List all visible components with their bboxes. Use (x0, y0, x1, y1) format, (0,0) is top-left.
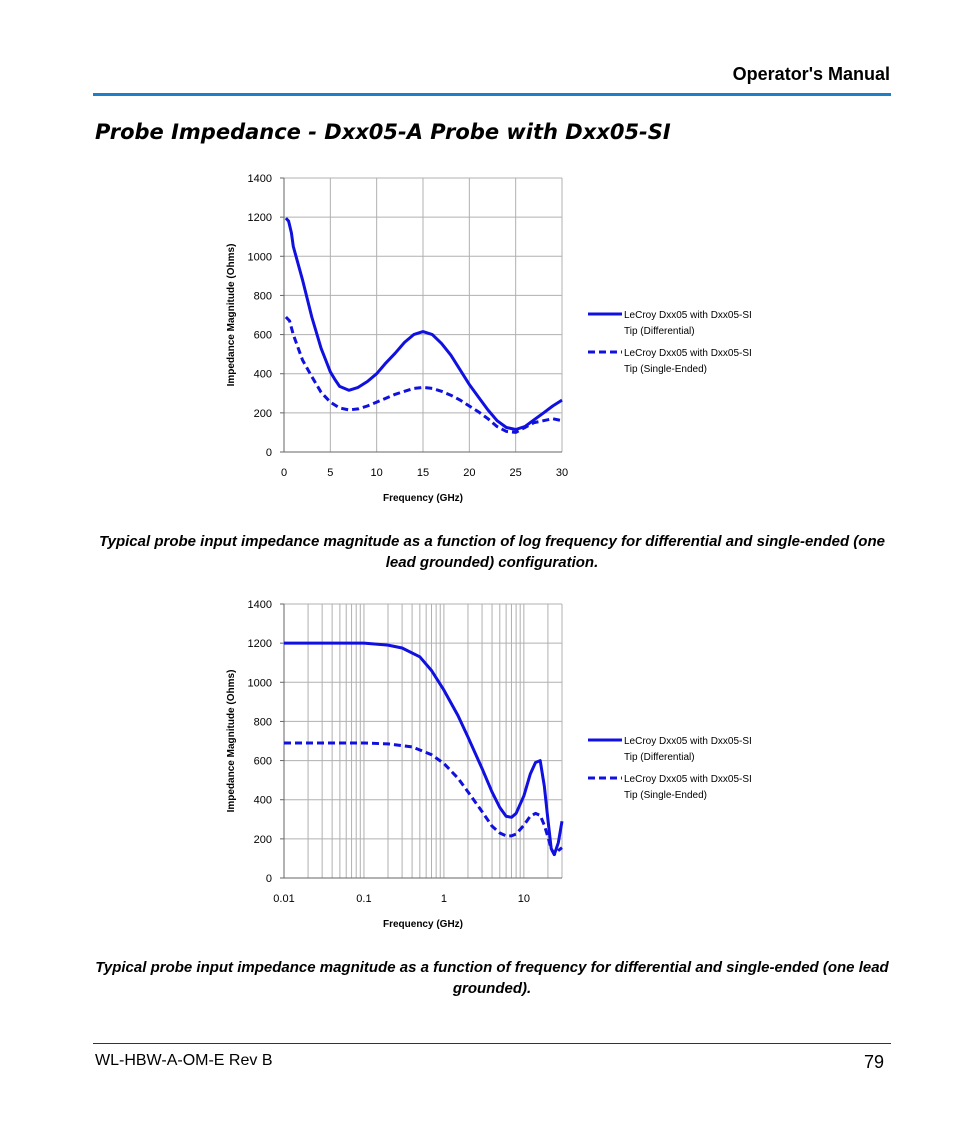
legend-label-line2: Tip (Single-Ended) (624, 364, 707, 375)
y-tick-label: 1400 (248, 599, 272, 611)
footer-doc-id: WL-HBW-A-OM-E Rev B (95, 1052, 273, 1069)
y-axis-label: Impedance Magnitude (Ohms) (226, 670, 237, 813)
x-axis-label: Frequency (GHz) (383, 919, 463, 930)
series-single-ended-line (284, 315, 563, 434)
y-tick-label: 800 (254, 290, 272, 302)
y-tick-label: 600 (254, 756, 272, 768)
chart-linear: 0 200 400 600 800 1000 1200 1400 0 5 10 15 20 25 30 Fre… (220, 168, 780, 508)
legend-label: LeCroy Dxx05 with Dxx05-SI (624, 310, 752, 321)
x-tick-label: 0.01 (273, 893, 294, 905)
y-tick-label: 1000 (248, 251, 272, 263)
y-axis-label: Impedance Magnitude (Ohms) (226, 244, 237, 387)
x-tick-label: 1 (441, 893, 447, 905)
x-tick-label: 0 (281, 467, 287, 479)
y-tick-label: 200 (254, 408, 272, 420)
x-tick-label: 10 (371, 467, 383, 479)
y-tick-label: 0 (266, 447, 272, 459)
x-tick-label: 25 (510, 467, 522, 479)
x-tick-label: 20 (463, 467, 475, 479)
series-differential-line (284, 217, 563, 431)
y-tick-label: 1200 (248, 212, 272, 224)
header-rule (93, 93, 891, 96)
y-tick-label: 600 (254, 330, 272, 342)
y-tick-label: 1400 (248, 173, 272, 185)
x-tick-label: 5 (327, 467, 333, 479)
y-tick-label: 1200 (248, 638, 272, 650)
y-tick-label: 800 (254, 716, 272, 728)
x-tick-label: 10 (518, 893, 530, 905)
caption-1: Typical probe input impedance magnitude … (99, 533, 885, 571)
footer-page-number: 79 (863, 1052, 884, 1072)
section-title: Probe Impedance - Dxx05-A Probe with Dxx… (95, 120, 671, 144)
x-tick-label: 30 (556, 467, 568, 479)
x-axis-label: Frequency (GHz) (383, 493, 463, 504)
y-tick-label: 400 (254, 369, 272, 381)
y-tick-label: 200 (254, 834, 272, 846)
header-title: Operator's Manual (732, 64, 890, 84)
chart-log-svg: 0 200 400 600 800 1000 1200 1400 0.01 0.1 1 10 Frequ… (226, 599, 752, 930)
legend-label-line2: Tip (Differential) (624, 326, 695, 337)
y-tick-label: 0 (266, 873, 272, 885)
legend-label: LeCroy Dxx05 with Dxx05-SI (624, 774, 752, 785)
caption-2: Typical probe input impedance magnitude … (95, 959, 889, 997)
chart-linear-svg: 0 200 400 600 800 1000 1200 1400 0 5 10 15 20 25 30 Fre… (226, 173, 752, 504)
legend-label: LeCroy Dxx05 with Dxx05-SI (624, 348, 752, 359)
chart-log: 0 200 400 600 800 1000 1200 1400 0.01 0.1 1 10 Frequ… (220, 594, 780, 934)
legend-label-line2: Tip (Single-Ended) (624, 790, 707, 801)
y-tick-label: 400 (254, 795, 272, 807)
y-tick-label: 1000 (248, 677, 272, 689)
x-tick-label: 15 (417, 467, 429, 479)
footer-rule (93, 1043, 891, 1044)
legend-label: LeCroy Dxx05 with Dxx05-SI (624, 736, 752, 747)
series-differential-line (284, 641, 564, 856)
x-tick-label: 0.1 (356, 893, 371, 905)
legend-label-line2: Tip (Differential) (624, 752, 695, 763)
